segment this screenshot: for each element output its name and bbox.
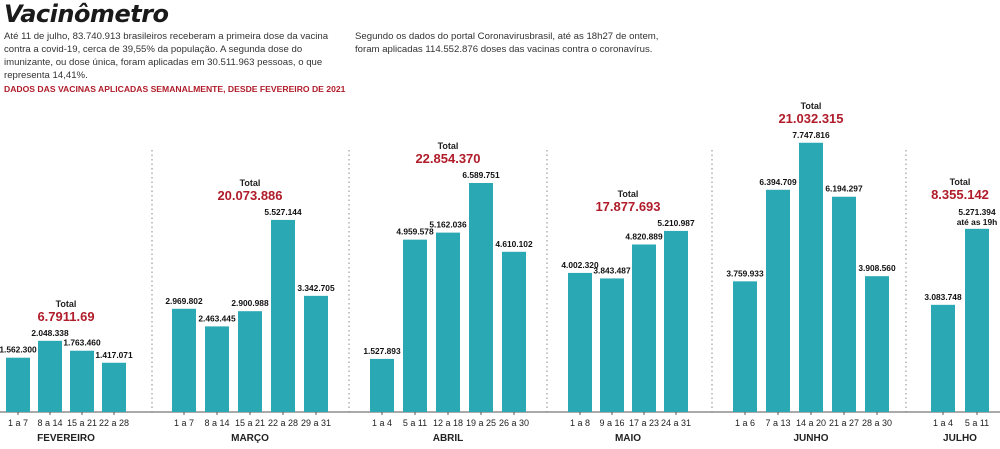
week-label: 1 a 7 [8,418,28,428]
value-label: 5.271.394 [958,207,996,217]
bar [799,142,823,412]
value-label: 3.083.748 [924,292,962,302]
value-label: 6.589.751 [462,170,500,180]
week-label: 26 a 30 [499,418,529,428]
bar [403,239,427,412]
value-label: 2.048.338 [31,328,69,338]
bar [271,219,295,412]
total-value: 8.355.142 [931,187,989,202]
total-label: Total [56,299,77,309]
value-label: 1.763.460 [63,338,101,348]
week-label: 22 a 28 [99,418,129,428]
bar [172,308,196,412]
total-label: Total [438,141,459,151]
value-label: 1.417.071 [95,350,133,360]
value-label: 3.342.705 [297,283,335,293]
week-label: 8 a 14 [37,418,62,428]
value-label: 5.527.144 [264,207,302,217]
value-label: 4.959.578 [396,227,434,237]
intro-text-left: Até 11 de julho, 83.740.913 brasileiros … [4,31,329,81]
week-label: 9 a 16 [599,418,624,428]
value-label: 3.759.933 [726,268,764,278]
week-label: 21 a 27 [829,418,859,428]
value-label: 7.747.816 [792,130,830,140]
month-label: FEVEREIRO [37,433,95,444]
bar [502,251,526,412]
intro-text-right: Segundo os dados do portal Coronavirusbr… [355,31,659,55]
week-label: 29 a 31 [301,418,331,428]
week-label: 19 a 25 [466,418,496,428]
total-value: 6.7911.69 [37,309,94,324]
value-label: 4.002.320 [561,260,599,270]
week-label: 28 a 30 [862,418,892,428]
week-label: 5 a 11 [403,418,427,428]
total-label: Total [240,178,261,188]
week-label: 1 a 7 [174,418,194,428]
bar [238,311,262,412]
bar [370,358,394,412]
week-label: 12 a 18 [433,418,463,428]
week-label: 8 a 14 [204,418,229,428]
bar [664,230,688,412]
bar [865,276,889,412]
week-label: 14 a 20 [796,418,826,428]
week-label: 22 a 28 [268,418,298,428]
bar [205,326,229,412]
month-label: JUNHO [793,433,828,444]
value-label: 3.908.560 [858,263,896,273]
value-label: 2.900.988 [231,298,269,308]
value-label: 2.969.802 [165,296,203,306]
value-label: 4.610.102 [495,239,533,249]
value-label: 2.463.445 [198,313,236,323]
month-label: MAIO [615,433,641,444]
value-label: 6.394.709 [759,177,797,187]
bar [832,196,856,412]
total-label: Total [618,189,639,199]
chart-subtitle: DADOS DAS VACINAS APLICADAS SEMANALMENTE… [4,84,346,94]
value-label: 4.820.889 [625,231,663,241]
week-label: 5 a 11 [965,418,989,428]
week-label: 7 a 13 [765,418,790,428]
total-value: 22.854.370 [415,151,480,166]
total-label: Total [801,101,822,111]
bar [70,350,94,412]
bar [568,272,592,412]
bar [304,295,328,412]
bar [6,357,30,412]
bar [102,362,126,412]
week-label: 24 a 31 [661,418,691,428]
total-value: 21.032.315 [778,111,843,126]
total-label: Total [950,177,971,187]
total-value: 17.877.693 [595,199,660,214]
bar [766,189,790,412]
value-label: 3.843.487 [593,265,631,275]
week-label: 1 a 4 [933,418,953,428]
value-label: 5.162.036 [429,220,467,230]
bar [469,183,493,412]
week-label: 1 a 8 [570,418,590,428]
week-label: 1 a 6 [735,418,755,428]
bar [733,281,757,412]
week-label: 1 a 4 [372,418,392,428]
week-label: 15 a 21 [67,418,97,428]
value-label: 1.562.300 [0,345,37,355]
page-title: Vacinômetro [4,0,169,28]
bar [632,244,656,412]
value-label: 5.210.987 [657,218,695,228]
bar [965,228,989,412]
month-label: JULHO [943,433,977,444]
month-label: MARÇO [231,433,269,444]
value-label: 6.194.297 [825,184,863,194]
week-label: 15 a 21 [235,418,265,428]
bar [38,340,62,412]
total-value: 20.073.886 [217,188,282,203]
bar [931,304,955,412]
week-label: 17 a 23 [629,418,659,428]
value-label: 1.527.893 [363,346,401,356]
bar [600,278,624,412]
month-label: ABRIL [433,433,464,444]
value-note: até as 19h [957,217,998,227]
bar [436,232,460,412]
